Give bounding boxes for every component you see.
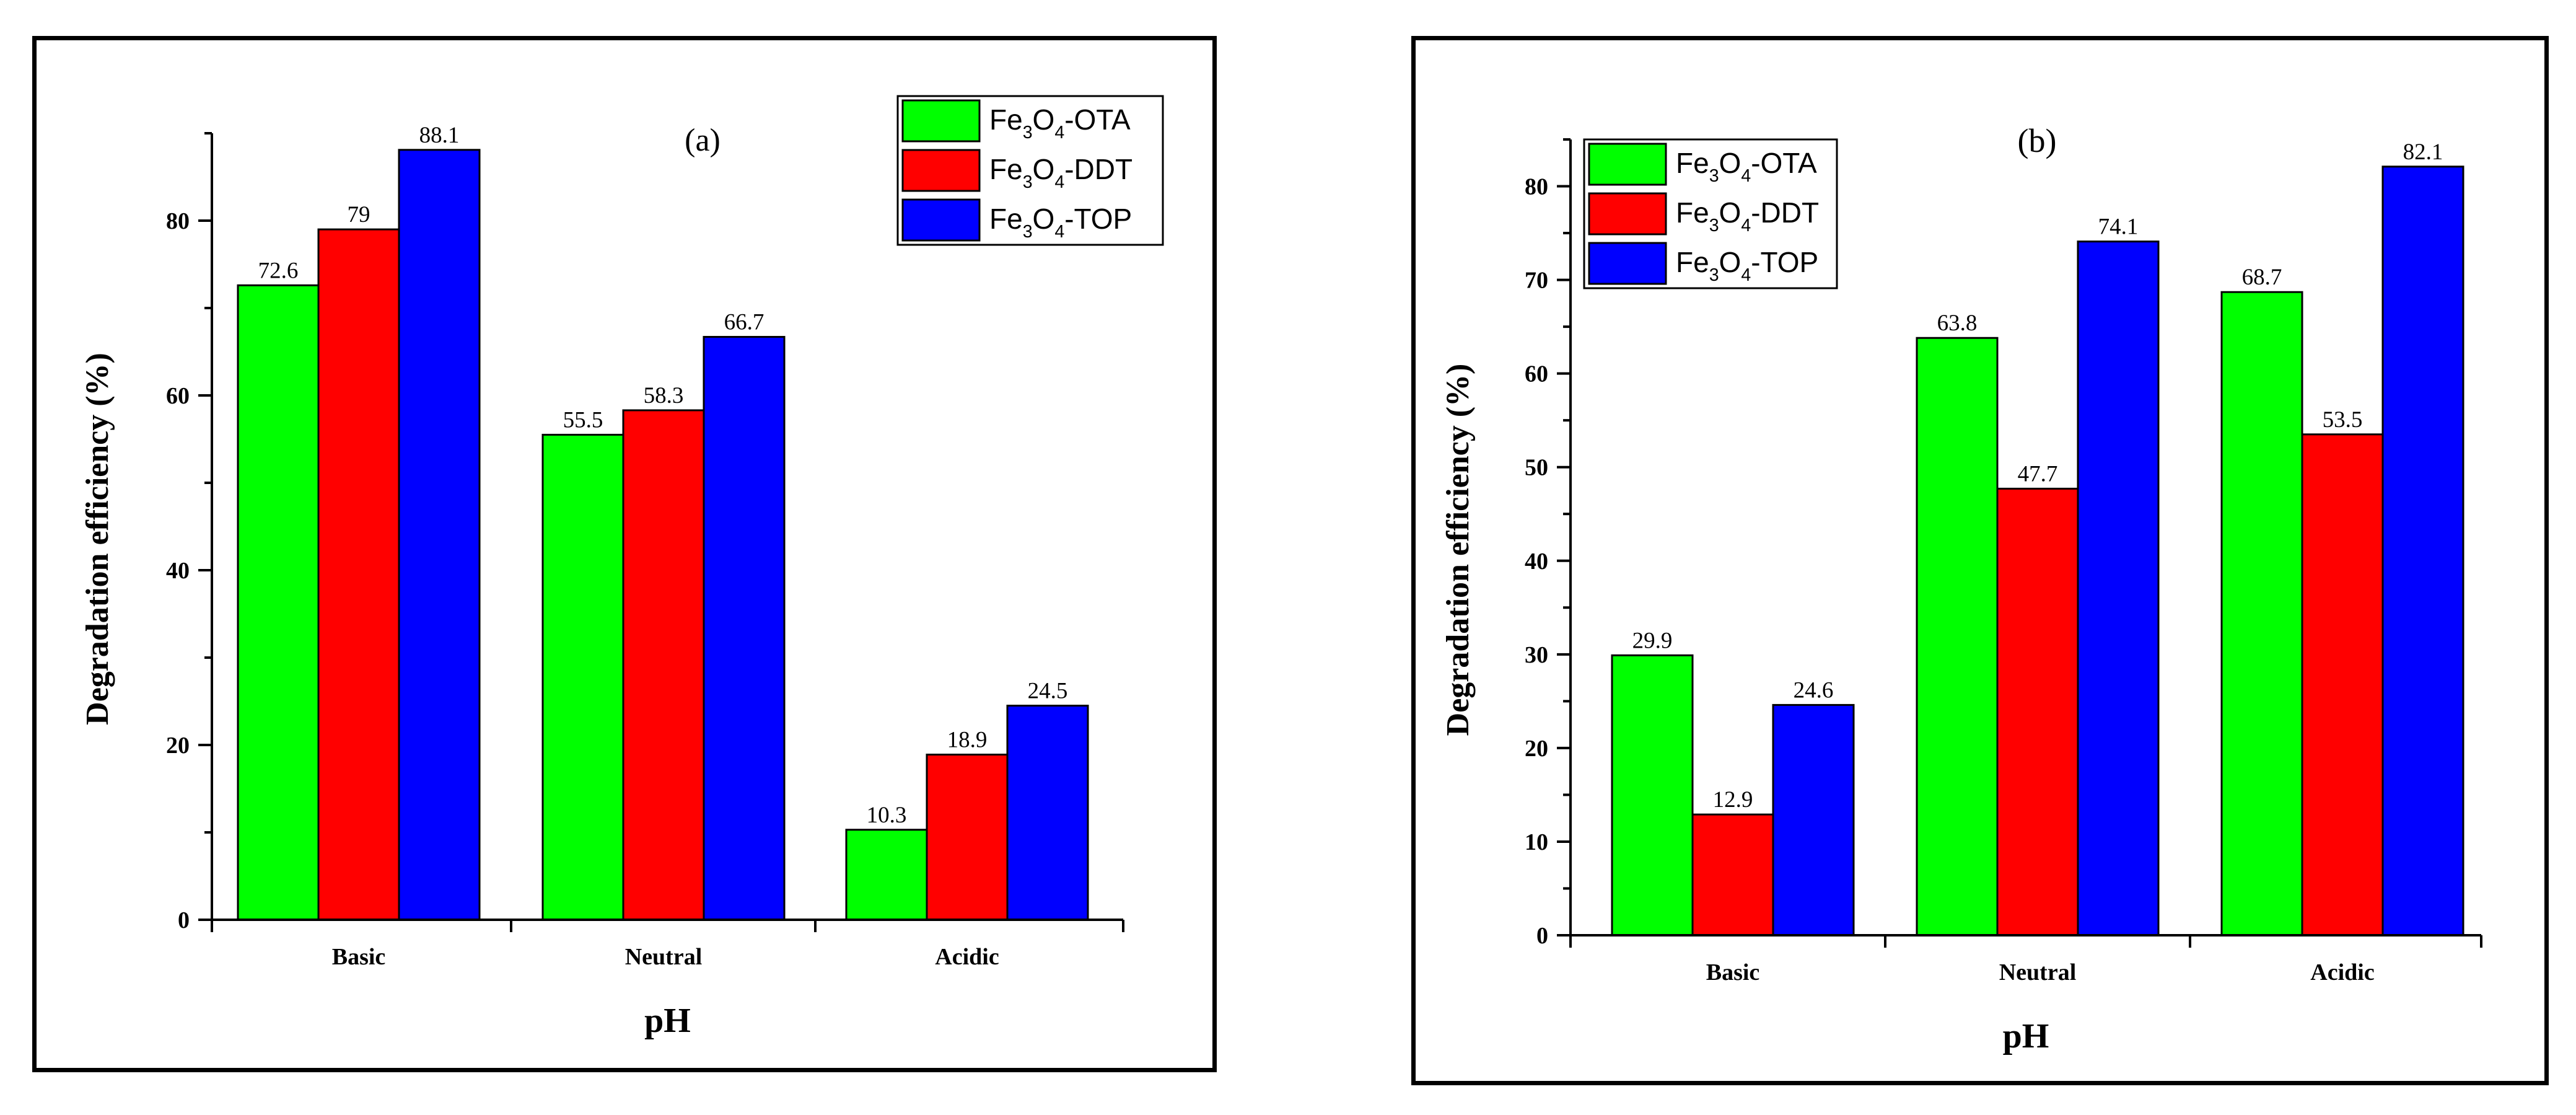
chart-a-bar-neutral-ddt bbox=[622, 409, 705, 921]
chart-b-legend-label-top: Fe3O4-TOP bbox=[1676, 246, 1818, 285]
chart-b-data-label: 24.6 bbox=[1794, 677, 1834, 703]
chart-a-legend-label-top: Fe3O4-TOP bbox=[989, 203, 1132, 242]
chart-a-x-axis-title: pH bbox=[644, 1002, 691, 1040]
chart-a-data-label: 66.7 bbox=[724, 310, 764, 335]
chart-b-bar-neutral-ota bbox=[1916, 337, 1999, 937]
chart-a-bar-basic-top bbox=[398, 149, 481, 921]
chart-b-y-axis-title: Degradation efficiency (%) bbox=[1440, 364, 1476, 736]
chart-a-legend-swatch-ota bbox=[901, 99, 981, 143]
chart-a-data-label: 88.1 bbox=[419, 123, 460, 148]
chart-a-y-tick-label: 0 bbox=[178, 907, 190, 933]
chart-a-y-tick-label: 40 bbox=[166, 558, 190, 584]
chart-b-bar-acidic-ota bbox=[2220, 291, 2303, 937]
chart-a-legend-swatch-ddt bbox=[901, 149, 981, 192]
chart-b-legend-swatch-ddt bbox=[1588, 192, 1667, 236]
chart-b-y-tick-label: 70 bbox=[1525, 268, 1548, 294]
chart-b-data-label: 47.7 bbox=[2018, 461, 2058, 487]
chart-a-data-label: 18.9 bbox=[947, 728, 988, 753]
chart-b-legend-label-ddt: Fe3O4-DDT bbox=[1676, 196, 1819, 236]
chart-panel-b: 29.9 63.8 68.7 12.9 47.7 53.5 24.6 74.1 82.1 0 10 2… bbox=[1411, 36, 2549, 1085]
chart-a-y-axis-title: Degradation efficiency (%) bbox=[80, 353, 115, 725]
chart-b-legend-label-ota: Fe3O4-OTA bbox=[1676, 147, 1817, 186]
chart-b-panel-title: (b) bbox=[2018, 122, 2057, 159]
chart-b-x-axis-title: pH bbox=[2003, 1017, 2049, 1056]
chart-a-bar-neutral-ota bbox=[541, 433, 624, 921]
chart-b-bar-acidic-top bbox=[2381, 165, 2464, 937]
chart-b-x-tick-label: Neutral bbox=[1999, 959, 2077, 985]
chart-b-bar-basic-top bbox=[1772, 703, 1855, 937]
chart-a-bar-acidic-top bbox=[1006, 705, 1089, 921]
chart-b-bar-basic-ota bbox=[1611, 654, 1694, 937]
chart-b-data-label: 63.8 bbox=[1937, 311, 1978, 336]
chart-b-y-tick-label: 20 bbox=[1525, 736, 1548, 762]
chart-a-data-label: 72.6 bbox=[258, 258, 299, 283]
chart-a-data-label: 10.3 bbox=[867, 803, 907, 828]
chart-a-y-tick-label: 80 bbox=[166, 208, 190, 234]
chart-b-y-tick-label: 60 bbox=[1525, 361, 1548, 387]
chart-b-bar-neutral-top bbox=[2077, 240, 2160, 937]
chart-b-data-label: 68.7 bbox=[2242, 265, 2282, 290]
chart-b-data-label: 74.1 bbox=[2098, 214, 2139, 240]
chart-b-y-tick-label: 50 bbox=[1525, 455, 1548, 481]
chart-b-bar-neutral-ddt bbox=[1996, 487, 2079, 937]
chart-a-data-label: 58.3 bbox=[644, 383, 684, 408]
chart-a-bar-basic-ddt bbox=[317, 228, 400, 921]
chart-b-legend-swatch-top bbox=[1588, 242, 1667, 285]
chart-b-y-tick-label: 40 bbox=[1525, 549, 1548, 575]
chart-a-panel-title: (a) bbox=[685, 123, 721, 158]
chart-a-legend-label-ota: Fe3O4-OTA bbox=[989, 104, 1131, 143]
chart-a-data-label: 55.5 bbox=[563, 407, 603, 433]
chart-b-legend-swatch-ota bbox=[1588, 143, 1667, 186]
chart-panel-a: 72.6 55.5 10.3 79 58.3 18.9 88.1 66.7 24.5 0 20 40 6… bbox=[32, 36, 1217, 1072]
chart-a-x-tick-label: Acidic bbox=[935, 944, 999, 970]
chart-b-data-label: 29.9 bbox=[1632, 628, 1673, 653]
chart-a-x-tick-label: Neutral bbox=[625, 944, 703, 970]
chart-b-y-tick-label: 80 bbox=[1525, 174, 1548, 200]
chart-b-y-tick-label: 0 bbox=[1536, 923, 1548, 949]
chart-a-y-tick-label: 60 bbox=[166, 383, 190, 409]
chart-a-bar-neutral-top bbox=[703, 336, 786, 921]
chart-b-y-tick-label: 30 bbox=[1525, 642, 1548, 668]
chart-b-svg: 29.9 63.8 68.7 12.9 47.7 53.5 24.6 74.1 82.1 0 10 2… bbox=[1440, 122, 2482, 1056]
chart-b-data-label: 12.9 bbox=[1713, 787, 1753, 813]
chart-a-y-tick-label: 20 bbox=[166, 733, 190, 759]
chart-b-data-label: 82.1 bbox=[2403, 139, 2443, 165]
chart-a-bar-acidic-ota bbox=[845, 829, 928, 921]
chart-b-x-tick-label: Basic bbox=[1706, 959, 1760, 985]
chart-a-legend-label-ddt: Fe3O4-DDT bbox=[989, 153, 1132, 192]
chart-b-bar-acidic-ddt bbox=[2301, 433, 2384, 937]
chart-b-x-tick-label: Acidic bbox=[2310, 959, 2374, 985]
chart-b-bar-basic-ddt bbox=[1691, 813, 1774, 937]
chart-a-bar-basic-ota bbox=[237, 284, 320, 921]
chart-b-y-tick-label: 10 bbox=[1525, 829, 1548, 855]
chart-a-svg: 72.6 55.5 10.3 79 58.3 18.9 88.1 66.7 24.5 0 20 40 6… bbox=[80, 95, 1164, 1040]
chart-a-data-label: 79 bbox=[348, 202, 370, 227]
chart-a-bar-acidic-ddt bbox=[926, 754, 1009, 921]
chart-b-data-label: 53.5 bbox=[2323, 407, 2363, 433]
chart-a-data-label: 24.5 bbox=[1028, 679, 1068, 704]
chart-a-legend-swatch-top bbox=[901, 198, 981, 242]
chart-a-x-tick-label: Basic bbox=[332, 944, 386, 970]
